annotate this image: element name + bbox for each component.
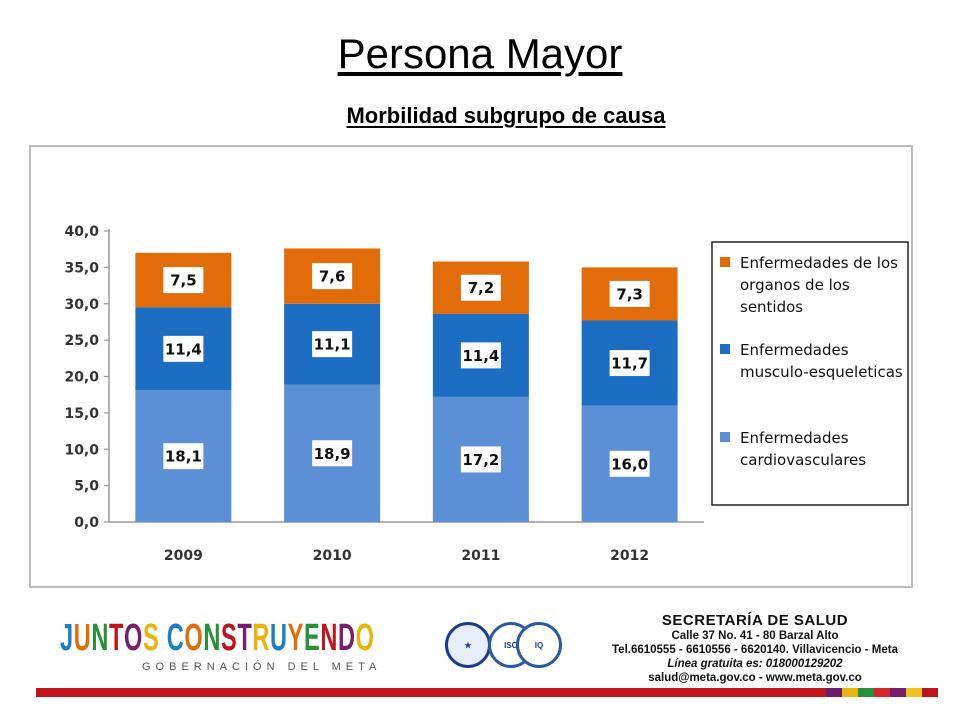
logo-letter: O	[124, 617, 143, 659]
data-label: 11,1	[314, 336, 351, 354]
data-label: 7,3	[616, 285, 643, 303]
logo-letter: N	[203, 617, 221, 659]
data-label-box	[163, 443, 204, 470]
color-square	[826, 688, 842, 697]
logo-letter: Y	[287, 617, 304, 659]
legend: Enfermedades de los organos de los sentido…	[711, 241, 909, 506]
y-tick-label: 5,0	[74, 479, 99, 495]
legend-label: organos de los	[740, 276, 850, 294]
x-tick-label: 2010	[313, 548, 352, 564]
data-label-box	[460, 342, 501, 369]
legend-label: musculo-esqueleticas	[740, 363, 903, 381]
chart-subtitle: Morbilidad subgrupo de causa	[346, 103, 666, 128]
address-line: Calle 37 No. 41 - 80 Barzal Alto	[671, 630, 839, 642]
data-label: 18,1	[165, 448, 202, 466]
data-label: 16,0	[611, 455, 648, 473]
data-label-box	[609, 450, 650, 477]
color-square	[922, 688, 938, 697]
y-tick-label: 30,0	[64, 297, 99, 313]
y-tick-label: 0,0	[74, 515, 99, 531]
secretaria-title: SECRETARÍA DE SALUD	[661, 612, 849, 629]
logo-letter: S	[142, 617, 160, 659]
y-tick-label: 25,0	[64, 333, 99, 349]
data-label-box	[460, 446, 501, 473]
data-label-box	[163, 267, 204, 294]
logo-letter: D	[337, 617, 356, 659]
legend-label: Enfermedades	[740, 429, 849, 447]
logo-letter: O	[184, 617, 204, 659]
logo-subtext: GOBERNACIÓN DEL META	[142, 661, 382, 673]
logo-letter: U	[73, 617, 92, 659]
hotline-line: Línea gratuita es: 018000129202	[667, 658, 843, 670]
x-tick-label: 2009	[164, 548, 203, 564]
y-tick-label: 20,0	[64, 370, 99, 386]
legend-swatch	[720, 344, 730, 354]
data-label: 18,9	[314, 445, 351, 463]
logo-letter: C	[166, 617, 185, 659]
logo-letter: J	[60, 617, 74, 659]
logo-letter: N	[320, 617, 338, 659]
data-label: 7,6	[319, 268, 346, 286]
legend-swatch	[720, 432, 730, 442]
data-label-box	[312, 263, 353, 290]
page-title: Persona Mayor	[337, 30, 623, 77]
data-label: 11,4	[462, 347, 499, 365]
color-square	[890, 688, 906, 697]
iqnet-seal-icon: IQ	[516, 622, 562, 668]
y-tick-label: 15,0	[64, 406, 99, 422]
legend-box	[711, 241, 909, 506]
data-label-box	[609, 280, 650, 307]
legend-label: sentidos	[740, 298, 803, 316]
bars: 18,1 11,4 7,5 18,9 11,1 7,6 17,2 11,4 7,2 16,0 11,…	[135, 248, 678, 522]
legend-swatch	[720, 257, 730, 267]
contact-block: SECRETARÍA DE SALUD Calle 37 No. 41 - 80…	[592, 612, 918, 685]
data-label-box	[312, 440, 353, 467]
x-axis-labels: 2009 2010 2011 2012	[164, 548, 649, 564]
data-label: 7,2	[468, 279, 495, 297]
data-label: 11,4	[165, 340, 202, 358]
phones-line: Tel.6610555 - 6610556 - 6620140. Villavi…	[612, 644, 898, 656]
logo-letter: N	[91, 617, 110, 659]
y-tick-label: 40,0	[64, 224, 99, 240]
contact-line: salud@meta.gov.co - www.meta.gov.co	[648, 672, 862, 684]
legend-label: Enfermedades	[740, 341, 849, 359]
logo-letter: T	[237, 617, 253, 659]
logo-letter: S	[220, 617, 238, 659]
legend-label: Enfermedades de los	[740, 254, 898, 272]
color-square	[858, 688, 874, 697]
logo-letter: U	[269, 617, 288, 659]
y-tick-label: 35,0	[64, 260, 99, 276]
legend-label: cardiovasculares	[740, 451, 866, 469]
footer-accent-bar	[36, 688, 810, 697]
logo-letter: O	[355, 617, 375, 659]
logo-letter: T	[109, 617, 125, 659]
data-label: 17,2	[462, 451, 499, 469]
y-tick-label: 10,0	[64, 442, 99, 458]
data-label-box	[460, 274, 501, 301]
gobernacion-seal-icon: ★	[445, 622, 491, 668]
logo-letter: E	[303, 617, 321, 659]
color-square	[906, 688, 922, 697]
logo-letter: R	[252, 617, 270, 659]
data-label: 7,5	[170, 272, 197, 290]
data-label-box	[609, 350, 650, 377]
x-tick-label: 2011	[461, 548, 500, 564]
color-square	[842, 688, 858, 697]
stacked-bar-chart: 0,05,010,015,020,025,030,035,040,0 18,11…	[64, 224, 909, 564]
color-square	[810, 688, 826, 697]
data-label-box	[312, 331, 353, 358]
data-label-box	[163, 335, 204, 362]
footer-color-squares	[810, 688, 938, 697]
color-square	[874, 688, 890, 697]
data-label: 11,7	[611, 355, 648, 373]
x-tick-label: 2012	[610, 548, 649, 564]
logo-space	[159, 618, 166, 658]
